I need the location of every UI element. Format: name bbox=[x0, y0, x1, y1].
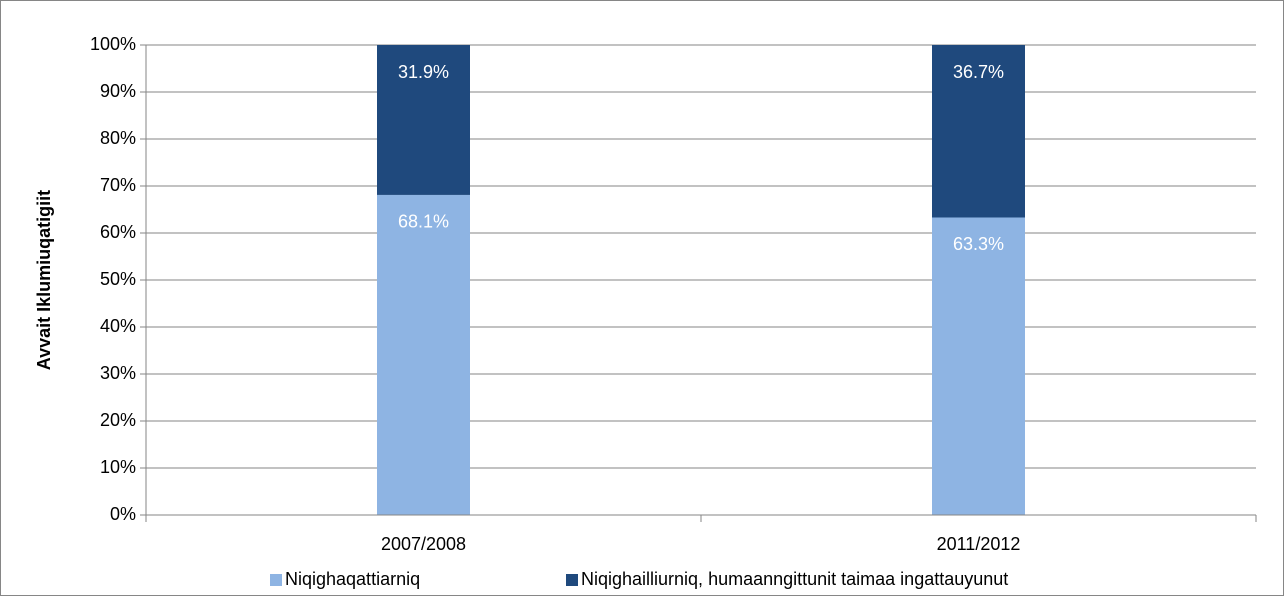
x-tick-label: 2011/2012 bbox=[937, 534, 1021, 554]
y-tick-label: 30% bbox=[100, 363, 136, 383]
data-label: 63.3% bbox=[953, 234, 1004, 254]
data-label: 68.1% bbox=[398, 212, 449, 232]
bar-segment bbox=[377, 45, 470, 195]
data-label: 36.7% bbox=[953, 62, 1004, 82]
legend-swatch bbox=[566, 574, 578, 586]
y-tick-label: 60% bbox=[100, 222, 136, 242]
legend-swatch bbox=[270, 574, 282, 586]
bar-segment bbox=[932, 45, 1025, 218]
bar-segment bbox=[932, 217, 1025, 516]
legend-label: Niqighailliurniq, humaanngittunit taimaa… bbox=[581, 569, 1008, 589]
y-tick-label: 80% bbox=[100, 128, 136, 148]
y-tick-label: 0% bbox=[110, 504, 136, 524]
legend-label: Niqighaqattiarniq bbox=[285, 569, 420, 589]
y-tick-label: 70% bbox=[100, 175, 136, 195]
y-tick-label: 10% bbox=[100, 457, 136, 477]
y-tick-label: 50% bbox=[100, 269, 136, 289]
y-tick-label: 20% bbox=[100, 410, 136, 430]
x-tick-label: 2007/2008 bbox=[381, 534, 466, 554]
y-axis-label: Avvait Iklumiuqatigiit bbox=[34, 190, 54, 370]
data-label: 31.9% bbox=[398, 62, 449, 82]
bar-segment bbox=[377, 194, 470, 515]
y-tick-label: 100% bbox=[90, 34, 136, 54]
y-tick-label: 90% bbox=[100, 81, 136, 101]
y-tick-label: 40% bbox=[100, 316, 136, 336]
